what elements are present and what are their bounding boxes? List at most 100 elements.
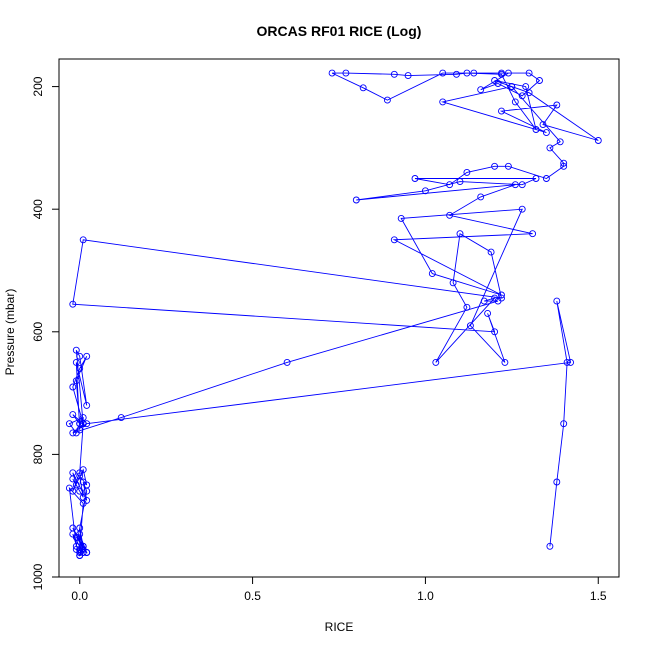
data-point	[522, 83, 530, 91]
data-point	[76, 472, 84, 480]
data-point	[83, 352, 91, 360]
y-axis: 200 400 600 800 1000	[31, 76, 60, 590]
data-point	[76, 426, 84, 434]
series-layer	[65, 69, 602, 559]
data-point	[491, 328, 499, 336]
data-point	[83, 549, 91, 556]
x-tick-label: 1.0	[417, 589, 434, 603]
data-point	[69, 411, 77, 419]
data-point	[518, 181, 526, 189]
data-point	[546, 144, 554, 152]
data-point	[79, 236, 87, 244]
x-tick-label: 0.5	[244, 589, 261, 603]
data-point	[518, 205, 526, 213]
data-point	[477, 86, 485, 94]
data-point	[466, 322, 474, 330]
data-point	[480, 297, 488, 305]
data-point	[117, 414, 125, 422]
data-point	[498, 291, 505, 299]
data-point	[456, 178, 464, 186]
data-point	[72, 346, 80, 354]
data-point	[283, 358, 291, 366]
data-point	[76, 352, 84, 360]
y-tick-label: 800	[31, 444, 45, 464]
data-point	[411, 175, 419, 182]
y-axis-label: Pressure (mbar)	[3, 289, 17, 376]
data-point	[498, 107, 505, 115]
data-point	[560, 162, 568, 170]
data-point	[470, 69, 478, 77]
x-tick-label: 1.5	[590, 589, 607, 603]
data-point	[542, 129, 550, 137]
data-point	[501, 358, 509, 366]
data-point	[383, 96, 391, 104]
series-line	[72, 72, 599, 547]
data-point	[65, 420, 73, 428]
data-point	[536, 77, 543, 84]
data-point	[511, 181, 519, 189]
data-point	[525, 69, 533, 77]
x-axis: 0.0 0.5 1.0 1.5	[71, 576, 607, 603]
data-point	[76, 365, 84, 373]
plot-frame	[58, 58, 620, 578]
data-point	[463, 303, 471, 311]
data-point	[439, 69, 447, 77]
x-axis-label: RICE	[325, 620, 354, 634]
data-point	[432, 358, 440, 366]
data-point	[328, 69, 336, 77]
x-tick-label: 0.0	[71, 589, 88, 603]
data-point	[518, 92, 526, 100]
data-point	[72, 377, 80, 385]
data-point	[463, 168, 471, 176]
data-point	[79, 420, 87, 428]
data-point	[560, 159, 568, 167]
data-point	[494, 80, 502, 87]
data-point	[83, 481, 91, 489]
data-point	[439, 98, 447, 106]
data-point	[594, 137, 602, 144]
data-point	[352, 196, 360, 204]
data-point	[421, 187, 429, 195]
data-point	[72, 545, 80, 553]
data-point	[529, 230, 537, 238]
data-point	[69, 300, 77, 308]
data-point	[428, 270, 436, 278]
y-tick-label: 400	[31, 199, 45, 219]
data-point	[553, 297, 561, 305]
data-point	[72, 542, 80, 550]
data-point	[477, 193, 485, 201]
data-point	[525, 89, 533, 97]
data-point	[397, 214, 405, 222]
data-point	[532, 175, 540, 182]
data-point	[449, 279, 457, 287]
data-point	[532, 126, 540, 133]
data-point	[72, 481, 80, 489]
data-point	[342, 69, 350, 77]
data-point	[69, 524, 77, 532]
data-point	[76, 469, 84, 477]
data-point	[498, 294, 505, 302]
data-point	[456, 230, 464, 238]
data-point	[83, 401, 91, 409]
data-point	[484, 309, 492, 317]
data-point	[390, 70, 398, 78]
data-point	[72, 358, 80, 366]
series-line	[68, 349, 88, 557]
data-point	[76, 530, 84, 538]
data-point	[508, 83, 516, 91]
data-point	[553, 478, 561, 486]
data-point	[556, 138, 564, 146]
data-point	[567, 358, 575, 366]
data-point	[69, 383, 77, 391]
y-tick-label: 600	[31, 321, 45, 341]
data-point	[359, 84, 367, 92]
data-point	[446, 181, 454, 189]
data-point	[487, 248, 495, 256]
y-tick-label: 1000	[31, 563, 45, 590]
data-point	[542, 175, 550, 182]
data-point	[560, 420, 568, 428]
data-point	[498, 69, 505, 77]
data-point	[69, 487, 77, 495]
chart-title: ORCAS RF01 RICE (Log)	[257, 23, 422, 39]
